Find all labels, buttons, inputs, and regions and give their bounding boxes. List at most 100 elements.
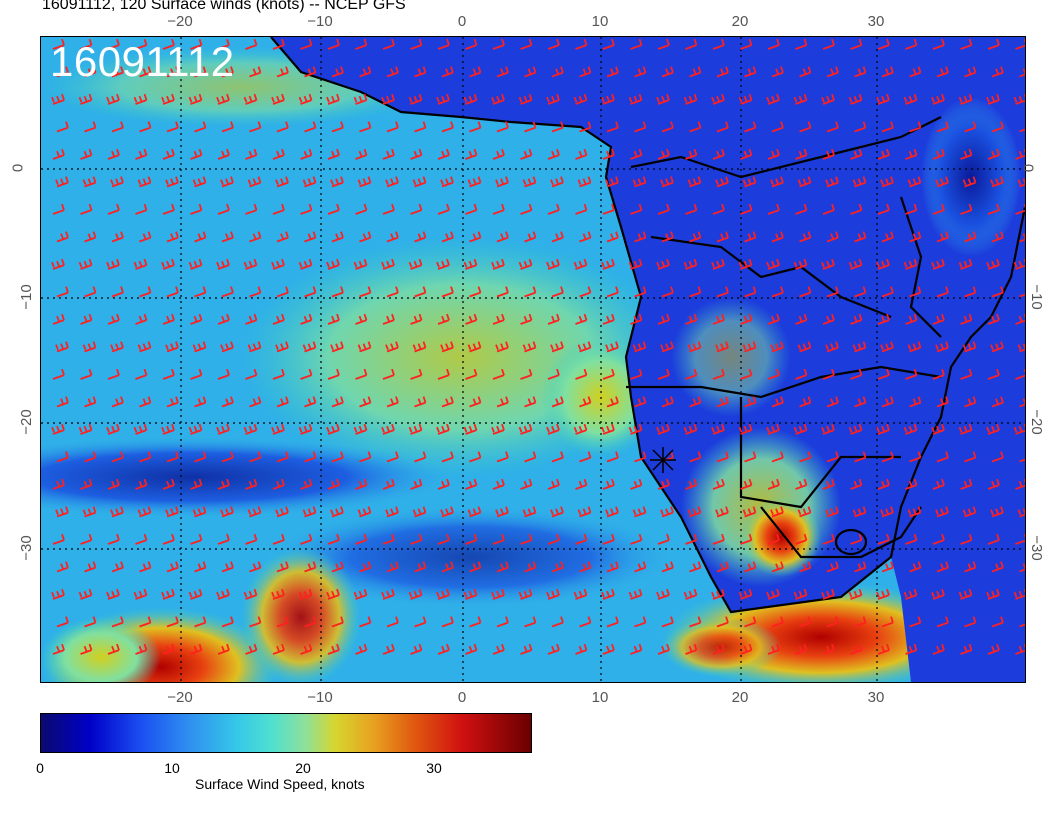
wind-barb bbox=[767, 38, 780, 50]
lon-tick-label: 20 bbox=[731, 13, 749, 30]
lon-tick-label: −10 bbox=[307, 689, 333, 706]
wind-barb bbox=[740, 533, 753, 545]
wind-barb bbox=[881, 66, 894, 78]
wind-barb bbox=[51, 258, 65, 270]
wind-barb bbox=[304, 616, 317, 628]
wind-barb bbox=[467, 176, 482, 188]
wind-barb bbox=[326, 423, 340, 435]
wind-barb bbox=[771, 396, 784, 408]
map-title: 16091112, 120 Surface winds (knots) -- N… bbox=[42, 0, 406, 13]
wind-barb bbox=[767, 478, 780, 490]
wind-barb bbox=[854, 616, 867, 628]
wind-barb bbox=[51, 588, 65, 600]
wind-barb bbox=[799, 231, 812, 243]
wind-barb bbox=[410, 368, 423, 380]
wind-barb bbox=[881, 231, 894, 243]
wind-barb bbox=[276, 616, 289, 628]
wind-barb bbox=[766, 423, 780, 435]
wind-barb bbox=[524, 231, 537, 243]
wind-barb bbox=[386, 396, 399, 408]
wind-barb bbox=[216, 93, 230, 105]
wind-barb bbox=[188, 423, 203, 435]
wind-barb bbox=[1019, 128, 1025, 133]
wind-barb bbox=[111, 286, 124, 298]
wind-barb bbox=[80, 643, 93, 655]
wind-barb bbox=[111, 66, 124, 78]
wind-barb bbox=[221, 396, 234, 408]
wind-barb bbox=[359, 616, 372, 628]
wind-barb bbox=[271, 423, 285, 435]
wind-barb bbox=[382, 313, 395, 325]
wind-barb bbox=[825, 506, 839, 518]
wind-barb bbox=[111, 616, 124, 628]
wind-barb bbox=[962, 506, 977, 518]
wind-barb bbox=[520, 478, 533, 490]
wind-barb bbox=[958, 93, 973, 105]
wind-barb bbox=[579, 451, 592, 463]
wind-barb bbox=[903, 423, 918, 435]
wind-barb bbox=[905, 148, 918, 160]
wind-barb bbox=[135, 313, 148, 325]
wind-barb bbox=[821, 588, 835, 600]
wind-barb bbox=[330, 506, 344, 518]
wind-barb bbox=[272, 313, 285, 325]
wind-barb bbox=[166, 616, 179, 628]
wind-barb bbox=[634, 66, 647, 78]
wind-barb bbox=[602, 38, 615, 50]
wind-barb bbox=[550, 176, 564, 188]
wind-barb bbox=[1019, 68, 1025, 78]
wind-barb bbox=[606, 616, 619, 628]
wind-barb bbox=[738, 588, 753, 600]
wind-barb bbox=[1013, 423, 1025, 435]
wind-barb bbox=[166, 561, 179, 573]
wind-barb bbox=[958, 258, 973, 270]
wind-barb bbox=[628, 423, 643, 435]
wind-barb bbox=[221, 231, 234, 243]
wind-barb bbox=[661, 616, 674, 628]
wind-barb bbox=[575, 313, 588, 325]
wind-barb bbox=[162, 368, 175, 380]
wind-barb bbox=[331, 451, 344, 463]
wind-barb bbox=[300, 533, 313, 545]
wind-barb bbox=[660, 506, 674, 518]
wind-barb bbox=[744, 451, 757, 463]
wind-barb bbox=[770, 506, 784, 518]
wind-barb bbox=[821, 258, 835, 270]
wind-barb bbox=[194, 231, 207, 243]
wind-barb bbox=[986, 258, 1000, 270]
wind-barb bbox=[877, 368, 890, 380]
wind-barb bbox=[359, 121, 372, 133]
wind-barb bbox=[463, 258, 478, 270]
wind-barb bbox=[469, 396, 482, 408]
wind-barb bbox=[386, 451, 399, 463]
wind-barb bbox=[605, 341, 619, 353]
wind-barb bbox=[546, 93, 560, 105]
wind-barb bbox=[382, 203, 395, 215]
wind-barb bbox=[52, 478, 65, 490]
wind-barb bbox=[905, 533, 918, 545]
wind-barb bbox=[876, 423, 890, 435]
wind-barb bbox=[821, 93, 835, 105]
wind-barb bbox=[194, 396, 207, 408]
wind-barb bbox=[1015, 478, 1025, 490]
wind-barb bbox=[412, 506, 427, 518]
lon-tick-label: 20 bbox=[731, 689, 749, 706]
wind-barb bbox=[685, 203, 698, 215]
wind-barb bbox=[877, 643, 890, 655]
wind-barb bbox=[881, 396, 894, 408]
wind-barb bbox=[111, 451, 124, 463]
wind-barb bbox=[716, 451, 729, 463]
wind-barb bbox=[80, 533, 93, 545]
wind-barb bbox=[579, 561, 592, 573]
wind-barb bbox=[245, 38, 258, 50]
lon-tick-label: 10 bbox=[591, 689, 609, 706]
wind-barb bbox=[687, 341, 702, 353]
wind-barb bbox=[877, 313, 890, 325]
wind-barb bbox=[689, 561, 702, 573]
wind-barb bbox=[880, 176, 894, 188]
wind-barb bbox=[139, 396, 152, 408]
wind-barb bbox=[524, 561, 537, 573]
wind-barb bbox=[166, 231, 179, 243]
wind-barb bbox=[355, 368, 368, 380]
wind-barb bbox=[326, 93, 340, 105]
